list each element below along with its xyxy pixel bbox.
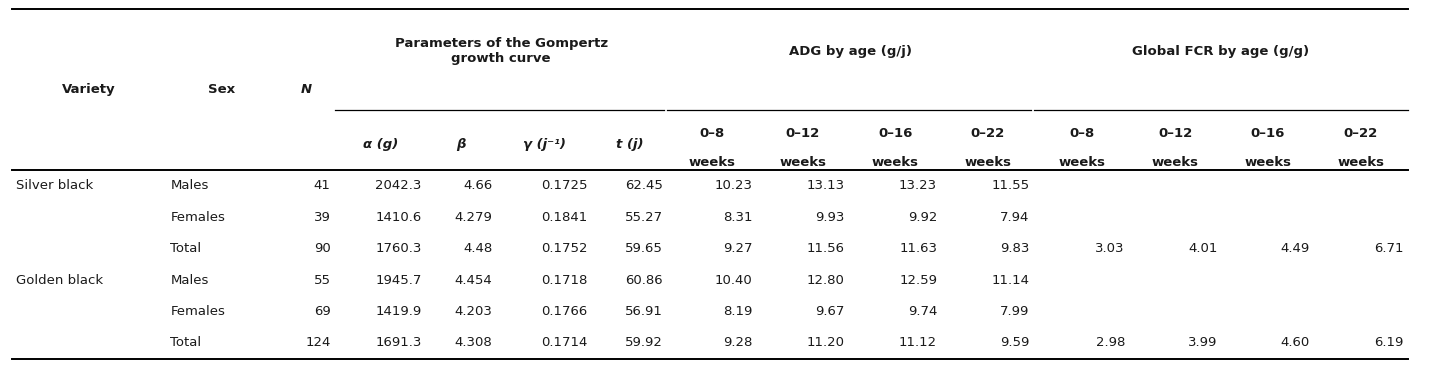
Text: 0.1841: 0.1841 bbox=[542, 211, 588, 224]
Text: 0–8: 0–8 bbox=[699, 127, 725, 140]
Text: 0.1718: 0.1718 bbox=[542, 274, 588, 287]
Text: Females: Females bbox=[170, 211, 225, 224]
Text: 12.80: 12.80 bbox=[807, 274, 845, 287]
Text: weeks: weeks bbox=[780, 156, 826, 169]
Text: 9.92: 9.92 bbox=[908, 211, 937, 224]
Text: 11.55: 11.55 bbox=[992, 179, 1030, 193]
Text: weeks: weeks bbox=[965, 156, 1011, 169]
Text: 9.67: 9.67 bbox=[816, 305, 845, 318]
Text: weeks: weeks bbox=[689, 156, 735, 169]
Text: 0–12: 0–12 bbox=[786, 127, 820, 140]
Text: 55: 55 bbox=[313, 274, 331, 287]
Text: 41: 41 bbox=[313, 179, 331, 193]
Text: 9.93: 9.93 bbox=[816, 211, 845, 224]
Text: Males: Males bbox=[170, 274, 209, 287]
Text: 6.71: 6.71 bbox=[1375, 242, 1404, 255]
Text: 11.20: 11.20 bbox=[807, 336, 845, 350]
Text: 1691.3: 1691.3 bbox=[375, 336, 422, 350]
Text: 6.19: 6.19 bbox=[1375, 336, 1404, 350]
Text: 11.12: 11.12 bbox=[900, 336, 937, 350]
Text: Total: Total bbox=[170, 242, 202, 255]
Text: Variety: Variety bbox=[62, 83, 116, 96]
Text: 1419.9: 1419.9 bbox=[375, 305, 422, 318]
Text: 59.92: 59.92 bbox=[625, 336, 663, 350]
Text: 1760.3: 1760.3 bbox=[375, 242, 422, 255]
Text: 1945.7: 1945.7 bbox=[375, 274, 422, 287]
Text: 0–12: 0–12 bbox=[1158, 127, 1193, 140]
Text: Sex: Sex bbox=[208, 83, 235, 96]
Text: 0–22: 0–22 bbox=[970, 127, 1005, 140]
Text: 59.65: 59.65 bbox=[625, 242, 663, 255]
Text: α (g): α (g) bbox=[362, 138, 399, 151]
Text: 7.99: 7.99 bbox=[1001, 305, 1030, 318]
Text: 0–16: 0–16 bbox=[878, 127, 913, 140]
Text: 4.203: 4.203 bbox=[455, 305, 492, 318]
Text: 11.56: 11.56 bbox=[807, 242, 845, 255]
Text: 3.99: 3.99 bbox=[1188, 336, 1217, 350]
Text: 62.45: 62.45 bbox=[625, 179, 663, 193]
Text: 9.74: 9.74 bbox=[908, 305, 937, 318]
Text: Golden black: Golden black bbox=[16, 274, 103, 287]
Text: 10.23: 10.23 bbox=[715, 179, 752, 193]
Text: 8.19: 8.19 bbox=[723, 305, 752, 318]
Text: 0–8: 0–8 bbox=[1069, 127, 1095, 140]
Text: 4.01: 4.01 bbox=[1188, 242, 1217, 255]
Text: 4.279: 4.279 bbox=[455, 211, 492, 224]
Text: 55.27: 55.27 bbox=[625, 211, 663, 224]
Text: 3.03: 3.03 bbox=[1096, 242, 1125, 255]
Text: weeks: weeks bbox=[872, 156, 918, 169]
Text: t (j): t (j) bbox=[615, 138, 644, 151]
Text: 1410.6: 1410.6 bbox=[375, 211, 422, 224]
Text: 11.14: 11.14 bbox=[992, 274, 1030, 287]
Text: β: β bbox=[456, 138, 466, 151]
Text: 4.66: 4.66 bbox=[464, 179, 492, 193]
Text: Females: Females bbox=[170, 305, 225, 318]
Text: 7.94: 7.94 bbox=[1001, 211, 1030, 224]
Text: 9.28: 9.28 bbox=[723, 336, 752, 350]
Text: 9.27: 9.27 bbox=[723, 242, 752, 255]
Text: 13.13: 13.13 bbox=[807, 179, 845, 193]
Text: 4.454: 4.454 bbox=[455, 274, 492, 287]
Text: weeks: weeks bbox=[1245, 156, 1291, 169]
Text: 4.308: 4.308 bbox=[455, 336, 492, 350]
Text: 8.31: 8.31 bbox=[723, 211, 752, 224]
Text: weeks: weeks bbox=[1337, 156, 1385, 169]
Text: 56.91: 56.91 bbox=[625, 305, 663, 318]
Text: 69: 69 bbox=[313, 305, 331, 318]
Text: Total: Total bbox=[170, 336, 202, 350]
Text: 0–16: 0–16 bbox=[1251, 127, 1285, 140]
Text: Silver black: Silver black bbox=[16, 179, 92, 193]
Text: 13.23: 13.23 bbox=[900, 179, 937, 193]
Text: 0–22: 0–22 bbox=[1344, 127, 1378, 140]
Text: 60.86: 60.86 bbox=[625, 274, 663, 287]
Text: Males: Males bbox=[170, 179, 209, 193]
Text: Global FCR by age (g/g): Global FCR by age (g/g) bbox=[1132, 45, 1310, 58]
Text: 90: 90 bbox=[313, 242, 331, 255]
Text: 10.40: 10.40 bbox=[715, 274, 752, 287]
Text: 2042.3: 2042.3 bbox=[375, 179, 422, 193]
Text: 124: 124 bbox=[305, 336, 331, 350]
Text: 4.48: 4.48 bbox=[464, 242, 492, 255]
Text: 2.98: 2.98 bbox=[1096, 336, 1125, 350]
Text: weeks: weeks bbox=[1152, 156, 1199, 169]
Text: N: N bbox=[300, 83, 312, 96]
Text: 4.49: 4.49 bbox=[1281, 242, 1310, 255]
Text: 0.1714: 0.1714 bbox=[542, 336, 588, 350]
Text: 0.1752: 0.1752 bbox=[542, 242, 588, 255]
Text: 11.63: 11.63 bbox=[900, 242, 937, 255]
Text: 0.1766: 0.1766 bbox=[542, 305, 588, 318]
Text: weeks: weeks bbox=[1058, 156, 1105, 169]
Text: 9.59: 9.59 bbox=[1001, 336, 1030, 350]
Text: Parameters of the Gompertz
growth curve: Parameters of the Gompertz growth curve bbox=[394, 37, 608, 65]
Text: 0.1725: 0.1725 bbox=[542, 179, 588, 193]
Text: 9.83: 9.83 bbox=[1001, 242, 1030, 255]
Text: 39: 39 bbox=[313, 211, 331, 224]
Text: 4.60: 4.60 bbox=[1281, 336, 1310, 350]
Text: γ (j⁻¹): γ (j⁻¹) bbox=[523, 138, 566, 151]
Text: ADG by age (g/j): ADG by age (g/j) bbox=[788, 45, 913, 58]
Text: 12.59: 12.59 bbox=[900, 274, 937, 287]
